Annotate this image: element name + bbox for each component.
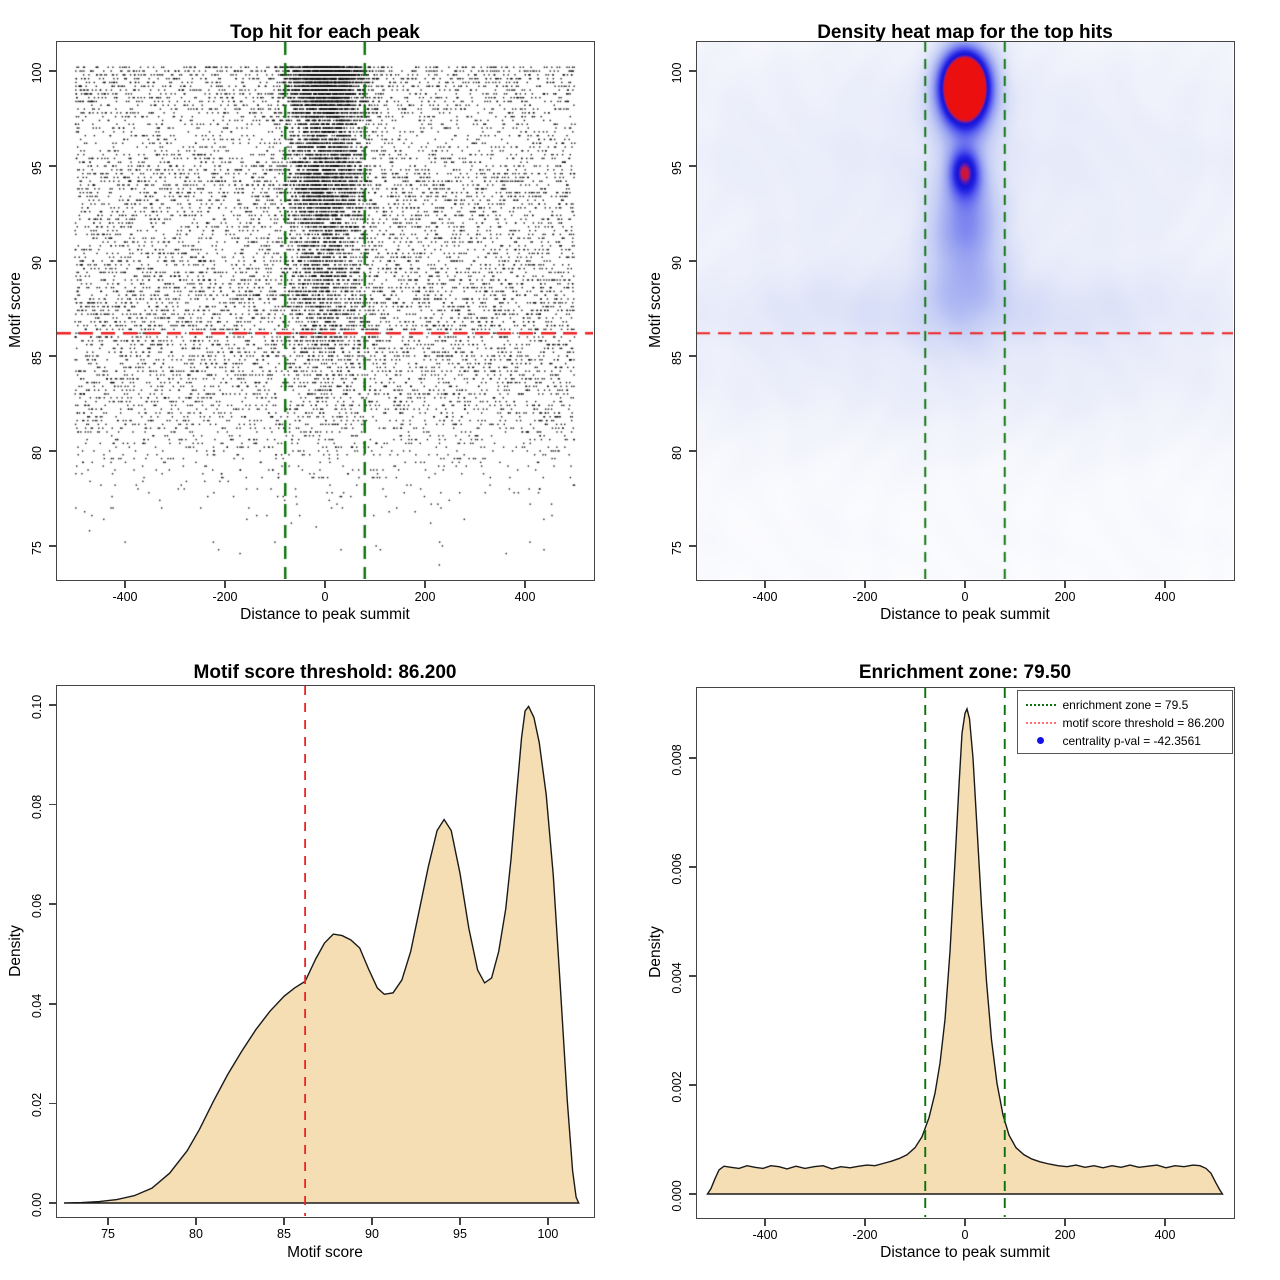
x-tick-label: -400 <box>752 590 778 604</box>
x-axis-label: Motif score <box>287 1244 363 1261</box>
y-tick-mark <box>48 903 56 905</box>
legend-item-enrichment-zone: enrichment zone = 79.5 <box>1018 696 1232 714</box>
plot-frame: enrichment zone = 79.5 motif score thres… <box>695 686 1235 1219</box>
plot-frame <box>55 684 595 1218</box>
x-tick-label: 95 <box>453 1227 467 1241</box>
plot-frame <box>55 40 595 581</box>
y-tick-mark <box>688 165 696 167</box>
x-axis-label: Distance to peak summit <box>880 606 1050 623</box>
x-tick-mark <box>224 580 226 588</box>
x-tick-label: -200 <box>852 1228 878 1242</box>
y-tick-mark <box>48 803 56 806</box>
x-tick-mark <box>547 1217 549 1225</box>
y-tick-mark <box>688 1193 696 1195</box>
legend-item-centrality-pval: centrality p-val = -42.3561 <box>1018 732 1232 750</box>
y-tick-mark <box>48 704 56 706</box>
x-tick-label: -400 <box>112 590 138 604</box>
panel-title: Motif score threshold: 86.200 <box>193 661 457 683</box>
panel-title: Enrichment zone: 79.50 <box>858 661 1072 683</box>
y-tick-mark <box>688 260 696 262</box>
y-tick-mark <box>48 165 56 167</box>
x-tick-mark <box>1164 1218 1166 1226</box>
scatter-canvas <box>56 41 593 579</box>
x-tick-mark <box>964 580 966 588</box>
heatmap-canvas <box>696 41 1233 579</box>
x-tick-mark <box>524 580 526 588</box>
x-tick-mark <box>864 1218 866 1226</box>
x-tick-mark <box>1064 580 1066 588</box>
score-density-plot <box>63 685 580 1216</box>
x-tick-label: -200 <box>212 590 238 604</box>
y-tick-mark <box>688 450 696 452</box>
x-tick-mark <box>107 1217 109 1225</box>
x-tick-mark <box>195 1217 197 1225</box>
y-tick-mark <box>48 260 56 262</box>
y-tick-mark <box>688 757 696 759</box>
x-tick-label: -400 <box>752 1228 778 1242</box>
blue-point-swatch <box>1025 737 1057 744</box>
panel-enrichment-zone: Enrichment zone: 79.50 Density enrichmen… <box>640 640 1280 1280</box>
y-tick-mark <box>48 1202 56 1204</box>
x-tick-label: 100 <box>537 1227 559 1241</box>
panel-scatter-top-hits: Top hit for each peak Motif score Distan… <box>0 0 640 640</box>
red-dotted-swatch <box>1025 721 1057 724</box>
legend: enrichment zone = 79.5 motif score thres… <box>1016 689 1233 754</box>
x-tick-label: 0 <box>961 1228 969 1242</box>
y-tick-mark <box>48 355 56 357</box>
y-tick-mark <box>688 355 696 357</box>
panel-score-density: Motif score threshold: 86.200 Density Mo… <box>0 640 640 1280</box>
x-tick-label: 200 <box>1054 590 1076 604</box>
y-tick-mark <box>688 866 696 868</box>
green-dotted-swatch <box>1025 703 1057 706</box>
x-tick-mark <box>459 1217 461 1225</box>
x-tick-label: 0 <box>321 590 329 604</box>
x-tick-mark <box>1064 1218 1066 1226</box>
x-tick-label: 0 <box>961 590 969 604</box>
x-tick-label: 200 <box>1054 1228 1076 1242</box>
x-tick-label: 75 <box>101 1227 115 1241</box>
x-tick-mark <box>764 1218 766 1226</box>
x-tick-label: 85 <box>277 1227 291 1241</box>
panel-title: Density heat map for the top hits <box>817 21 1113 43</box>
y-tick-mark <box>48 1003 56 1005</box>
x-tick-mark <box>1164 580 1166 588</box>
y-tick-mark <box>688 70 696 72</box>
summit-density-plot <box>705 687 1224 1217</box>
density-area <box>705 706 1224 1195</box>
x-tick-label: -200 <box>852 590 878 604</box>
panel-title: Top hit for each peak <box>230 21 420 43</box>
x-tick-label: 200 <box>414 590 436 604</box>
y-tick-mark <box>688 975 696 977</box>
y-tick-mark <box>48 70 56 72</box>
x-tick-mark <box>124 580 126 588</box>
y-tick-mark <box>48 1102 56 1105</box>
x-axis-label: Distance to peak summit <box>880 1244 1050 1261</box>
x-tick-label: 90 <box>365 1227 379 1241</box>
density-area <box>63 704 580 1204</box>
x-tick-mark <box>324 580 326 588</box>
x-tick-mark <box>283 1217 285 1225</box>
y-tick-mark <box>688 545 696 547</box>
y-tick-mark <box>48 450 56 452</box>
x-tick-mark <box>424 580 426 588</box>
x-tick-label: 80 <box>189 1227 203 1241</box>
x-tick-mark <box>964 1218 966 1226</box>
y-tick-mark <box>48 545 56 547</box>
x-tick-label: 400 <box>514 590 536 604</box>
x-tick-mark <box>371 1217 373 1225</box>
legend-item-motif-threshold: motif score threshold = 86.200 <box>1018 714 1232 732</box>
x-axis-label: Distance to peak summit <box>240 606 410 623</box>
x-tick-mark <box>764 580 766 588</box>
y-tick-mark <box>688 1084 696 1086</box>
x-tick-label: 400 <box>1154 1228 1176 1242</box>
x-tick-mark <box>864 580 866 588</box>
x-tick-label: 400 <box>1154 590 1176 604</box>
plot-frame <box>695 40 1235 581</box>
panel-density-heatmap: Density heat map for the top hits Motif … <box>640 0 1280 640</box>
